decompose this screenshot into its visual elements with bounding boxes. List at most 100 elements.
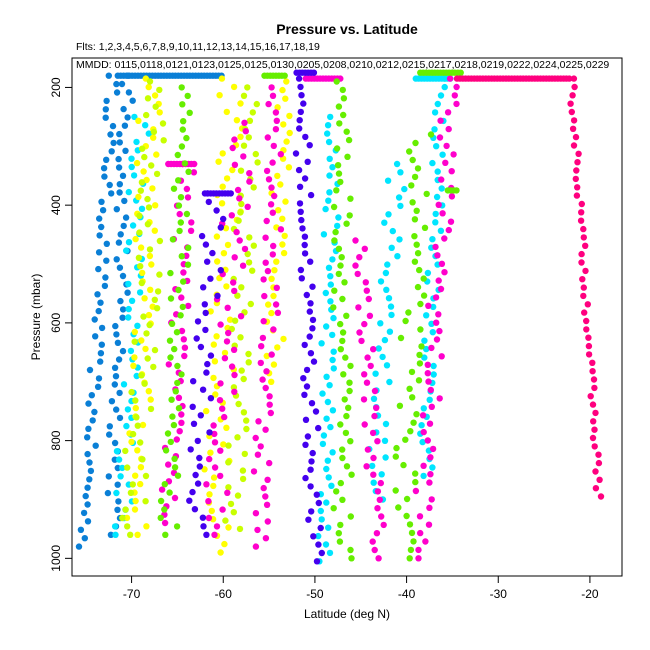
data-point [238,284,245,291]
data-point [138,205,146,212]
data-point [115,164,123,171]
data-point [216,397,224,404]
data-point [365,295,372,303]
data-point [578,209,585,216]
data-point [327,423,334,431]
data-point [116,264,124,271]
data-point [274,344,281,351]
data-point [128,155,135,162]
data-point [153,305,161,312]
data-point [207,449,214,456]
data-point [156,109,163,116]
data-point [240,92,248,100]
data-point [115,239,123,246]
data-point [129,222,137,229]
data-point [235,217,242,224]
data-point [225,329,232,337]
data-point [329,449,336,456]
data-point [178,84,185,91]
data-point [437,227,445,234]
data-point [202,241,210,248]
data-point [322,205,329,213]
data-point [416,513,424,520]
data-point [319,440,327,448]
data-point [279,241,286,248]
data-point [145,311,153,319]
data-point [573,192,581,199]
data-point [432,210,439,218]
data-point [210,422,217,429]
data-point [119,314,126,321]
data-point [408,182,415,189]
data-point [223,338,231,345]
data-point [150,363,157,371]
data-point [352,262,359,269]
data-point [208,507,215,515]
data-point [177,219,184,226]
data-point [194,480,202,487]
data-point [180,269,187,276]
data-point [309,449,316,457]
data-point [424,370,431,377]
data-point [364,446,372,453]
data-point [343,412,350,420]
data-point [575,150,582,157]
x-axis-label: Latitude (deg N) [304,607,390,621]
data-point [419,412,427,419]
data-point [341,396,348,403]
data-point [211,430,218,438]
data-point [181,352,188,360]
data-point [120,381,128,388]
data-point [181,344,189,351]
data-point [110,139,117,147]
data-point [270,142,277,150]
flights-subtitle: Flts: 1,2,3,4,5,6,7,8,9,10,11,12,13,14,1… [76,41,320,53]
data-point [106,181,113,189]
data-point [100,165,108,172]
data-point [219,183,226,190]
data-point [308,458,315,465]
data-point [223,108,230,116]
data-point [111,523,119,530]
data-point [570,117,578,124]
data-point [416,360,424,367]
data-point [202,326,209,334]
data-point [260,318,267,325]
data-point [268,309,275,317]
data-point [327,281,334,288]
data-point [259,376,266,383]
data-point [221,413,228,421]
data-point [383,362,391,369]
data-point [317,524,324,532]
data-point [203,369,210,376]
data-point [307,466,314,473]
data-point [84,501,91,508]
data-point [371,546,378,554]
data-point [131,113,138,121]
data-point [187,446,194,453]
data-point [119,306,127,313]
data-point [105,473,113,480]
data-point [237,334,244,341]
data-point [231,287,238,295]
data-point [431,126,438,133]
y-axis-label: Pressure (mbar) [29,274,43,361]
data-point [250,184,257,191]
data-point [352,237,359,244]
data-point [221,540,228,548]
data-point [88,392,96,399]
data-point [340,95,348,102]
data-points [75,69,605,565]
data-point [304,433,312,440]
data-point [115,498,122,505]
data-point [179,101,186,108]
data-point [302,416,310,423]
data-point [240,375,247,383]
data-point [255,418,262,425]
data-point [103,156,110,163]
data-point [193,335,200,342]
data-point [198,232,206,240]
data-point [98,341,106,348]
data-point [139,456,146,463]
data-point [231,136,238,143]
